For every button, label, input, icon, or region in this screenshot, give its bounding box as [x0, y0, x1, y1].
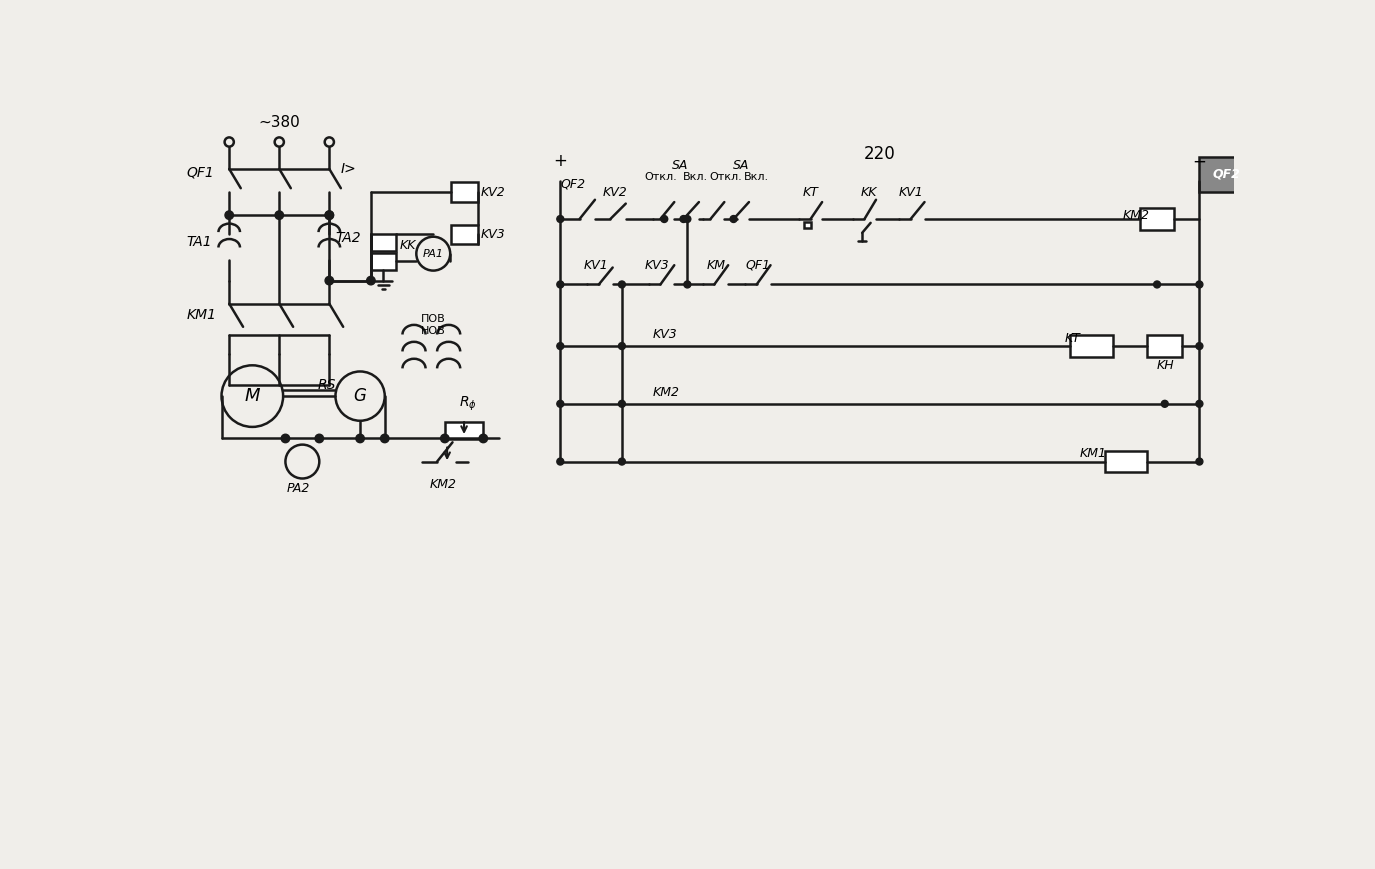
Text: KK: KK — [400, 240, 417, 253]
Circle shape — [683, 216, 690, 222]
Circle shape — [324, 211, 334, 219]
Text: KM: KM — [707, 259, 726, 272]
Text: SA: SA — [671, 159, 688, 171]
Circle shape — [619, 281, 626, 288]
Text: −: − — [1192, 152, 1206, 170]
Circle shape — [681, 216, 688, 222]
Circle shape — [356, 434, 364, 442]
Text: ПОВ: ПОВ — [421, 314, 446, 324]
Circle shape — [683, 281, 690, 288]
Circle shape — [1162, 401, 1169, 408]
Circle shape — [557, 281, 564, 288]
Text: Вкл.: Вкл. — [682, 172, 708, 182]
Text: KM1: KM1 — [1081, 448, 1107, 461]
Circle shape — [226, 211, 234, 219]
Text: TA2: TA2 — [336, 231, 362, 245]
Text: Откл.: Откл. — [710, 172, 742, 182]
Text: KM1: KM1 — [187, 308, 217, 322]
FancyBboxPatch shape — [1147, 335, 1182, 357]
FancyBboxPatch shape — [804, 222, 810, 229]
Text: SA: SA — [733, 159, 749, 171]
Circle shape — [478, 434, 488, 442]
Text: M: M — [245, 387, 260, 405]
Text: KT: KT — [803, 186, 818, 198]
FancyBboxPatch shape — [1199, 157, 1257, 192]
Text: Вкл.: Вкл. — [744, 172, 769, 182]
Text: KM2: KM2 — [653, 386, 679, 399]
FancyBboxPatch shape — [1070, 335, 1112, 357]
Circle shape — [557, 342, 564, 349]
Circle shape — [440, 434, 450, 442]
Text: PA2: PA2 — [287, 482, 311, 495]
Text: KV3: KV3 — [645, 259, 670, 272]
Text: KV1: KV1 — [899, 186, 924, 198]
Circle shape — [557, 401, 564, 408]
Text: PA1: PA1 — [422, 249, 444, 259]
FancyBboxPatch shape — [451, 225, 477, 244]
Circle shape — [619, 458, 626, 465]
Text: KM2: KM2 — [1122, 209, 1150, 222]
Text: TA1: TA1 — [187, 235, 213, 249]
FancyBboxPatch shape — [444, 422, 484, 439]
Circle shape — [367, 276, 375, 285]
Text: QF1: QF1 — [187, 166, 214, 180]
Text: ~380: ~380 — [258, 116, 300, 130]
Text: KM2: KM2 — [429, 478, 456, 491]
Circle shape — [275, 211, 283, 219]
FancyBboxPatch shape — [371, 234, 396, 250]
Circle shape — [619, 401, 626, 408]
Text: $R_\phi$: $R_\phi$ — [459, 395, 477, 413]
Text: RS: RS — [318, 377, 336, 392]
Text: KV3: KV3 — [653, 328, 678, 341]
Text: QF1: QF1 — [745, 259, 770, 272]
Circle shape — [324, 211, 334, 219]
Circle shape — [1196, 401, 1203, 408]
Text: KH: KH — [1156, 359, 1174, 372]
Circle shape — [324, 276, 334, 285]
Text: KV2: KV2 — [602, 186, 627, 198]
Text: НОВ: НОВ — [421, 326, 446, 335]
Text: KV3: KV3 — [481, 228, 506, 241]
Circle shape — [619, 342, 626, 349]
Text: KV1: KV1 — [583, 259, 608, 272]
FancyBboxPatch shape — [371, 253, 396, 270]
Circle shape — [730, 216, 737, 222]
FancyBboxPatch shape — [1106, 451, 1147, 473]
Text: QF2: QF2 — [1213, 168, 1240, 181]
Text: I>: I> — [341, 162, 356, 176]
Circle shape — [1154, 281, 1160, 288]
Text: KT: KT — [1064, 332, 1081, 345]
Text: Откл.: Откл. — [644, 172, 676, 182]
Circle shape — [1196, 281, 1203, 288]
Circle shape — [280, 434, 290, 442]
Circle shape — [315, 434, 323, 442]
Text: QF2: QF2 — [561, 178, 586, 191]
FancyBboxPatch shape — [1140, 209, 1174, 229]
Circle shape — [1196, 458, 1203, 465]
Text: KV2: KV2 — [481, 186, 506, 198]
Circle shape — [557, 216, 564, 222]
Text: KK: KK — [861, 186, 877, 198]
Circle shape — [661, 216, 668, 222]
Text: +: + — [553, 152, 568, 170]
Text: 220: 220 — [864, 144, 895, 163]
Circle shape — [557, 458, 564, 465]
Text: G: G — [353, 387, 367, 405]
FancyBboxPatch shape — [451, 182, 477, 202]
Circle shape — [381, 434, 389, 442]
Circle shape — [1196, 342, 1203, 349]
